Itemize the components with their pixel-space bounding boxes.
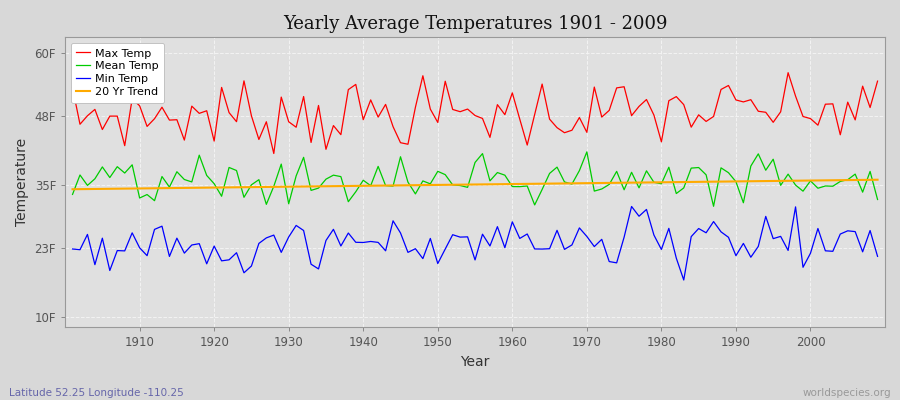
Line: 20 Yr Trend: 20 Yr Trend	[73, 180, 878, 189]
Min Temp	[679, 278, 689, 282]
20 Yr Trend	[127, 186, 138, 191]
Max Temp	[68, 86, 78, 90]
Min Temp	[507, 220, 517, 224]
Max Temp	[268, 151, 279, 156]
Y-axis label: Temperature: Temperature	[15, 138, 29, 226]
Legend: Max Temp, Mean Temp, Min Temp, 20 Yr Trend: Max Temp, Mean Temp, Min Temp, 20 Yr Tre…	[70, 43, 165, 103]
Min Temp	[291, 223, 302, 228]
Title: Yearly Average Temperatures 1901 - 2009: Yearly Average Temperatures 1901 - 2009	[283, 15, 667, 33]
Max Temp	[507, 90, 517, 95]
Max Temp	[872, 79, 883, 84]
Mean Temp	[581, 150, 592, 154]
20 Yr Trend	[500, 182, 510, 186]
Mean Temp	[708, 204, 719, 209]
Line: Mean Temp: Mean Temp	[73, 152, 878, 206]
Mean Temp	[336, 174, 346, 179]
X-axis label: Year: Year	[461, 355, 490, 369]
Min Temp	[500, 245, 510, 250]
Max Temp	[783, 70, 794, 75]
20 Yr Trend	[507, 182, 517, 186]
Mean Temp	[291, 174, 302, 178]
Mean Temp	[604, 182, 615, 187]
Max Temp	[127, 96, 138, 101]
Max Temp	[298, 94, 309, 99]
Min Temp	[336, 244, 346, 248]
20 Yr Trend	[597, 180, 608, 185]
Mean Temp	[68, 192, 78, 197]
Line: Min Temp: Min Temp	[73, 206, 878, 280]
Min Temp	[597, 237, 608, 242]
Max Temp	[343, 87, 354, 92]
20 Yr Trend	[336, 184, 346, 188]
Max Temp	[515, 117, 526, 122]
Mean Temp	[507, 184, 517, 189]
Text: worldspecies.org: worldspecies.org	[803, 388, 891, 398]
20 Yr Trend	[872, 177, 883, 182]
Min Temp	[127, 230, 138, 235]
Line: Max Temp: Max Temp	[73, 73, 878, 154]
Min Temp	[626, 204, 637, 209]
20 Yr Trend	[68, 187, 78, 192]
Mean Temp	[500, 173, 510, 178]
Min Temp	[68, 246, 78, 251]
Max Temp	[604, 108, 615, 113]
20 Yr Trend	[291, 184, 302, 189]
Text: Latitude 52.25 Longitude -110.25: Latitude 52.25 Longitude -110.25	[9, 388, 184, 398]
Mean Temp	[872, 197, 883, 202]
Mean Temp	[127, 162, 138, 167]
Min Temp	[872, 254, 883, 259]
